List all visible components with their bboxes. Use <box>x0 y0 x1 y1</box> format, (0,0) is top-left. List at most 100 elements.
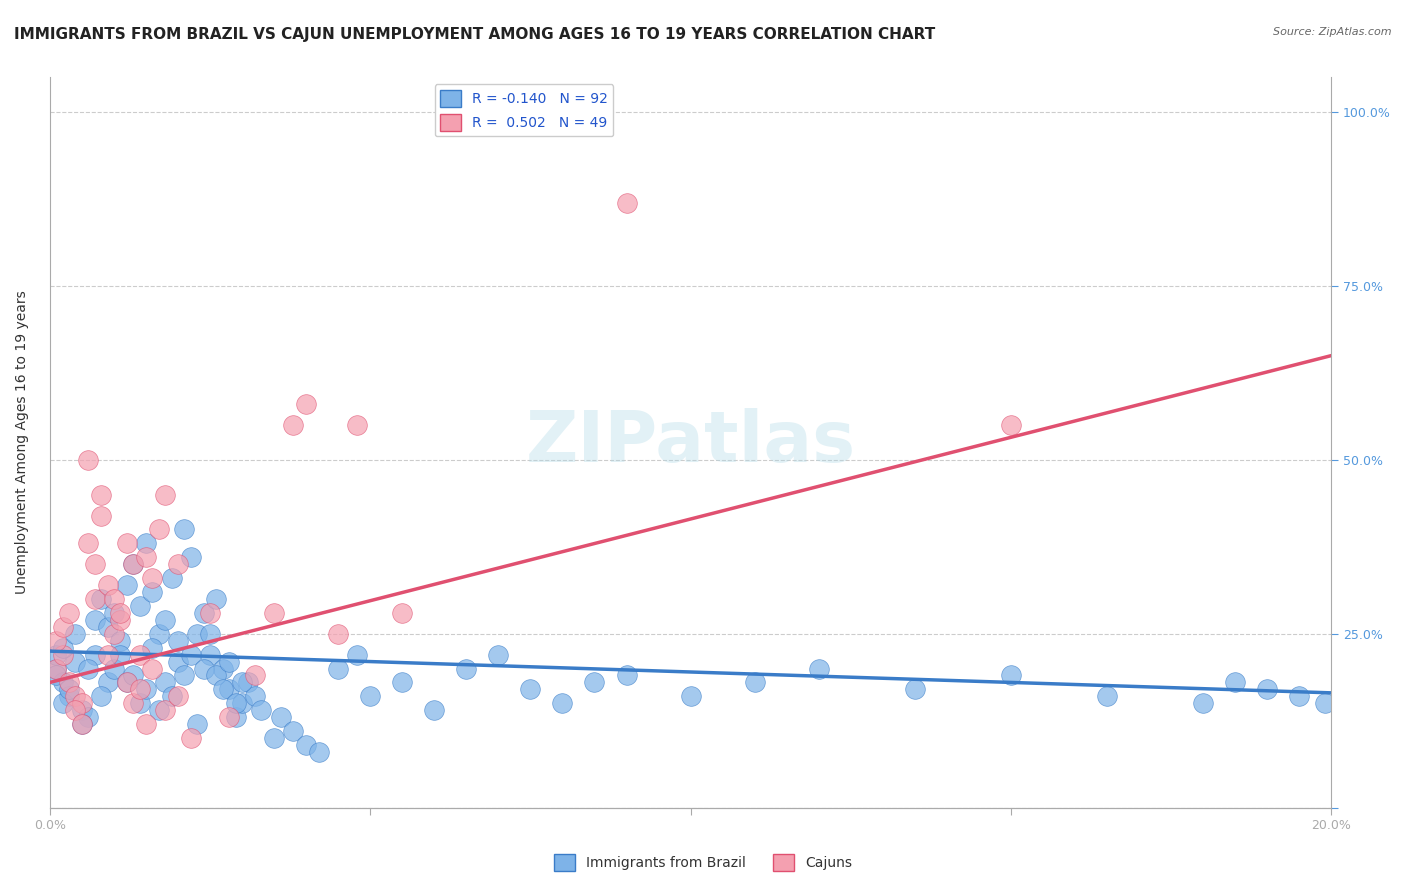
Point <box>128 696 150 710</box>
Point <box>65 690 87 704</box>
Point <box>295 738 318 752</box>
Text: ZIPatlas: ZIPatlas <box>526 408 856 477</box>
Point <box>1192 696 1215 710</box>
Point <box>58 675 80 690</box>
Point <box>423 703 446 717</box>
Y-axis label: Unemployment Among Ages 16 to 19 years: Unemployment Among Ages 16 to 19 years <box>15 291 30 594</box>
Point <box>167 558 190 572</box>
Point <box>225 696 247 710</box>
Point <box>211 661 233 675</box>
Point <box>128 648 150 662</box>
Point <box>148 626 170 640</box>
Point <box>135 550 157 565</box>
Point <box>186 717 208 731</box>
Point <box>52 696 75 710</box>
Point <box>391 675 413 690</box>
Point <box>263 731 285 745</box>
Point <box>115 578 138 592</box>
Point <box>225 710 247 724</box>
Point <box>1256 682 1278 697</box>
Point <box>198 626 221 640</box>
Point <box>52 675 75 690</box>
Point <box>52 620 75 634</box>
Point <box>83 592 105 607</box>
Point <box>231 675 253 690</box>
Point <box>270 710 292 724</box>
Point <box>115 675 138 690</box>
Text: IMMIGRANTS FROM BRAZIL VS CAJUN UNEMPLOYMENT AMONG AGES 16 TO 19 YEARS CORRELATI: IMMIGRANTS FROM BRAZIL VS CAJUN UNEMPLOY… <box>14 27 935 42</box>
Point <box>456 661 478 675</box>
Point <box>77 536 100 550</box>
Point <box>77 710 100 724</box>
Point <box>205 592 228 607</box>
Point <box>328 661 350 675</box>
Point <box>211 682 233 697</box>
Point <box>96 578 118 592</box>
Point <box>110 613 132 627</box>
Legend: Immigrants from Brazil, Cajuns: Immigrants from Brazil, Cajuns <box>548 848 858 876</box>
Point <box>263 606 285 620</box>
Point <box>180 731 202 745</box>
Point <box>295 397 318 411</box>
Point <box>198 648 221 662</box>
Point <box>1313 696 1336 710</box>
Point <box>308 745 330 759</box>
Point <box>103 626 125 640</box>
Point <box>83 648 105 662</box>
Point <box>231 696 253 710</box>
Point <box>173 523 195 537</box>
Point <box>77 453 100 467</box>
Point <box>486 648 509 662</box>
Point <box>616 195 638 210</box>
Point <box>218 710 240 724</box>
Point <box>167 633 190 648</box>
Point <box>90 690 112 704</box>
Point <box>328 626 350 640</box>
Legend: R = -0.140   N = 92, R =  0.502   N = 49: R = -0.140 N = 92, R = 0.502 N = 49 <box>434 85 613 136</box>
Point <box>198 606 221 620</box>
Point <box>110 648 132 662</box>
Point <box>616 668 638 682</box>
Point <box>141 640 163 655</box>
Point <box>77 661 100 675</box>
Point <box>128 682 150 697</box>
Point <box>148 523 170 537</box>
Point <box>283 724 305 739</box>
Point <box>90 488 112 502</box>
Point <box>551 696 574 710</box>
Point <box>153 703 176 717</box>
Point <box>1000 668 1022 682</box>
Point <box>135 536 157 550</box>
Point <box>238 675 260 690</box>
Point <box>160 571 183 585</box>
Point <box>243 690 266 704</box>
Point <box>58 606 80 620</box>
Point <box>1095 690 1118 704</box>
Point <box>135 717 157 731</box>
Point <box>807 661 830 675</box>
Point <box>45 668 67 682</box>
Point <box>70 717 93 731</box>
Point <box>679 690 702 704</box>
Point <box>110 606 132 620</box>
Point <box>96 620 118 634</box>
Point <box>122 668 145 682</box>
Point <box>65 626 87 640</box>
Point <box>167 690 190 704</box>
Point <box>115 536 138 550</box>
Point <box>141 585 163 599</box>
Point <box>45 661 67 675</box>
Point <box>243 668 266 682</box>
Point <box>218 655 240 669</box>
Point <box>218 682 240 697</box>
Point <box>346 418 368 433</box>
Point <box>250 703 273 717</box>
Point <box>122 696 145 710</box>
Point <box>904 682 927 697</box>
Point <box>359 690 381 704</box>
Point <box>96 648 118 662</box>
Point <box>45 661 67 675</box>
Point <box>96 675 118 690</box>
Point <box>83 558 105 572</box>
Point <box>90 508 112 523</box>
